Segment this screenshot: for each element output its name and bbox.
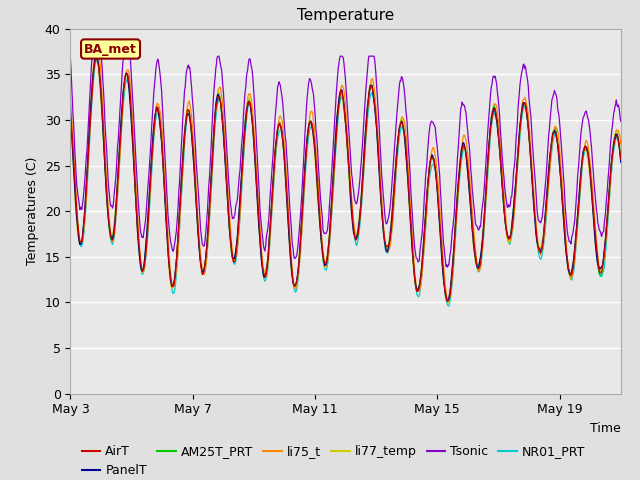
X-axis label: Time: Time	[590, 422, 621, 435]
Title: Temperature: Temperature	[297, 9, 394, 24]
Text: BA_met: BA_met	[84, 43, 137, 56]
Legend: AirT, PanelT, AM25T_PRT, li75_t, li77_temp, Tsonic, NR01_PRT: AirT, PanelT, AM25T_PRT, li75_t, li77_te…	[77, 440, 591, 480]
Y-axis label: Temperatures (C): Temperatures (C)	[26, 157, 39, 265]
